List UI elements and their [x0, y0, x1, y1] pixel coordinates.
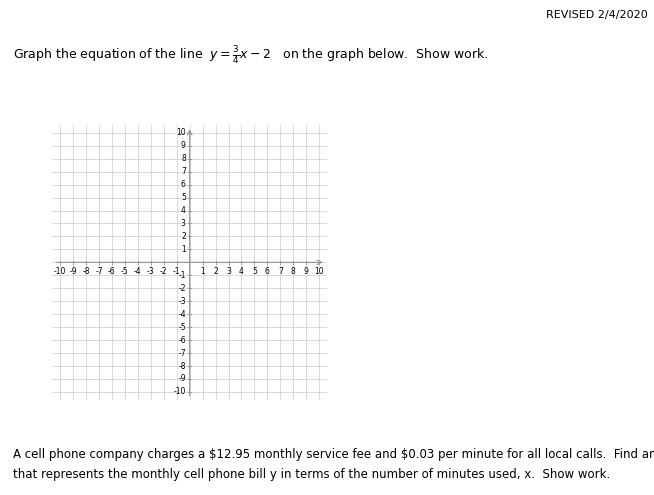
Text: 3: 3	[181, 219, 186, 228]
Text: 4: 4	[181, 206, 186, 215]
Text: -6: -6	[178, 336, 186, 345]
Text: -4: -4	[178, 310, 186, 319]
Text: 10: 10	[315, 267, 324, 276]
Text: 6: 6	[181, 180, 186, 189]
Text: -7: -7	[95, 267, 103, 276]
Text: -9: -9	[178, 374, 186, 384]
Text: A cell phone company charges a \$12.95 monthly service fee and \$0.03 per minute: A cell phone company charges a \$12.95 m…	[13, 448, 654, 461]
Text: -1: -1	[179, 271, 186, 280]
Text: 7: 7	[181, 167, 186, 176]
Text: -2: -2	[160, 267, 167, 276]
Text: 8: 8	[291, 267, 296, 276]
Text: -6: -6	[108, 267, 116, 276]
Text: 6: 6	[265, 267, 270, 276]
Text: 10: 10	[176, 128, 186, 137]
Text: 5: 5	[252, 267, 257, 276]
Text: -2: -2	[179, 284, 186, 293]
Text: REVISED 2/4/2020: REVISED 2/4/2020	[545, 10, 647, 20]
Text: -10: -10	[173, 388, 186, 396]
Text: 7: 7	[278, 267, 283, 276]
Text: 1: 1	[200, 267, 205, 276]
Text: 2: 2	[181, 232, 186, 241]
Text: Graph the equation of the line  $y = \frac{3}{4}x - 2$   on the graph below.  Sh: Graph the equation of the line $y = \fra…	[13, 45, 489, 66]
Text: 2: 2	[213, 267, 218, 276]
Text: 8: 8	[181, 154, 186, 163]
Text: -8: -8	[179, 361, 186, 370]
Text: 9: 9	[181, 141, 186, 150]
Text: 9: 9	[304, 267, 309, 276]
Text: 1: 1	[181, 245, 186, 254]
Text: 5: 5	[181, 193, 186, 202]
Text: -5: -5	[178, 323, 186, 332]
Text: -5: -5	[121, 267, 129, 276]
Text: 3: 3	[226, 267, 231, 276]
Text: -8: -8	[82, 267, 90, 276]
Text: -9: -9	[69, 267, 77, 276]
Text: -7: -7	[178, 348, 186, 357]
Text: -3: -3	[178, 297, 186, 306]
Text: -4: -4	[134, 267, 142, 276]
Text: -10: -10	[54, 267, 66, 276]
Text: -1: -1	[173, 267, 181, 276]
Text: 4: 4	[239, 267, 244, 276]
Text: -3: -3	[147, 267, 154, 276]
Text: that represents the monthly cell phone bill y in terms of the number of minutes : that represents the monthly cell phone b…	[13, 468, 610, 481]
